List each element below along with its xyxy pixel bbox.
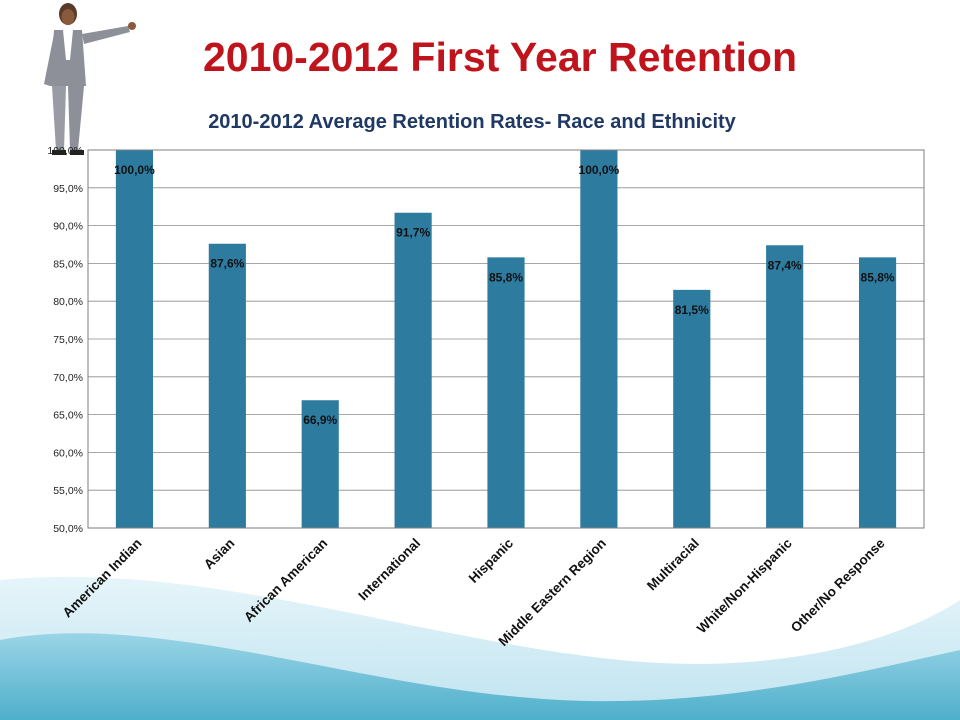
y-tick-label: 70,0% bbox=[53, 372, 83, 384]
category-labels: American Indian Asian African American Inte… bbox=[60, 535, 888, 649]
category-label: African American bbox=[241, 536, 330, 625]
data-label: 100,0% bbox=[579, 163, 620, 177]
businesswoman-illustration bbox=[44, 3, 136, 155]
slide-title: 2010-2012 First Year Retention bbox=[202, 34, 798, 80]
data-label: 100,0% bbox=[114, 163, 155, 177]
y-tick-label: 95,0% bbox=[53, 183, 83, 195]
y-tick-label: 65,0% bbox=[53, 410, 83, 422]
category-label: Hispanic bbox=[466, 535, 517, 586]
y-tick-label: 85,0% bbox=[53, 258, 83, 270]
bar bbox=[394, 212, 432, 529]
bar bbox=[580, 150, 618, 528]
bar bbox=[301, 400, 339, 528]
y-tick-label: 90,0% bbox=[53, 221, 83, 233]
data-label: 91,7% bbox=[396, 226, 430, 240]
bar bbox=[858, 257, 897, 528]
y-tick-label: 80,0% bbox=[53, 296, 83, 308]
category-label: Other/No Response bbox=[788, 535, 888, 635]
data-label: 85,8% bbox=[861, 270, 895, 284]
data-labels: 100,0% 87,6% 66,9% 91,7% 85,8% 100,0% 81,5% 87,… bbox=[114, 163, 895, 427]
bar bbox=[115, 150, 154, 528]
category-label: White/Non-Hispanic bbox=[694, 535, 795, 636]
y-axis-tick-labels: 50,0% 55,0% 60,0% 65,0% 70,0% 75,0% 80,0% 85,0%… bbox=[47, 145, 83, 535]
category-label: International bbox=[355, 536, 423, 604]
data-label: 85,8% bbox=[489, 270, 523, 284]
category-label: Middle Eastern Region bbox=[495, 536, 609, 650]
y-tick-label: 75,0% bbox=[53, 334, 83, 346]
bar bbox=[487, 257, 525, 528]
y-tick-label: 55,0% bbox=[53, 485, 83, 497]
data-label: 81,5% bbox=[675, 303, 709, 317]
category-label: Asian bbox=[201, 536, 238, 573]
category-label: American Indian bbox=[60, 536, 145, 621]
data-label: 87,6% bbox=[210, 257, 244, 271]
bar bbox=[208, 243, 246, 528]
chart-title: 2010-2012 Average Retention Rates- Race … bbox=[208, 111, 736, 133]
y-tick-label: 60,0% bbox=[53, 447, 83, 459]
bar bbox=[673, 289, 711, 528]
bars bbox=[115, 150, 897, 529]
wave-dark bbox=[0, 633, 960, 720]
y-tick-label: 100,0% bbox=[47, 145, 83, 157]
bar bbox=[766, 245, 804, 529]
plot-area-border bbox=[87, 149, 925, 529]
y-tick-label: 50,0% bbox=[53, 523, 83, 535]
data-label: 87,4% bbox=[768, 258, 802, 272]
category-label: Multiracial bbox=[644, 536, 702, 594]
data-label: 66,9% bbox=[303, 413, 337, 427]
